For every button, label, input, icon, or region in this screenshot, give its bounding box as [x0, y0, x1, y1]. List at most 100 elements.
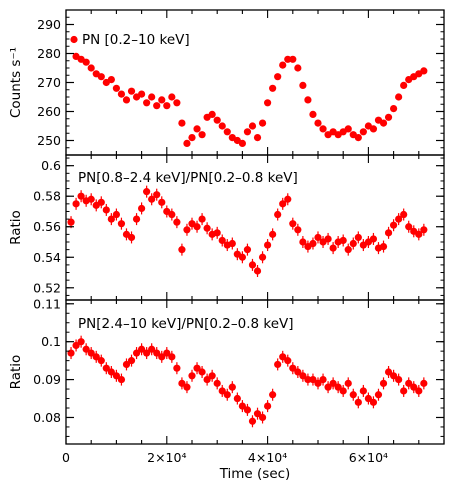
hard-ratio-data-point	[410, 383, 418, 391]
hard-ratio-data-point	[72, 341, 80, 350]
rate-data-point	[319, 125, 327, 133]
soft-ratio-data-point	[193, 223, 201, 231]
hard-ratio-data-point	[178, 379, 186, 387]
soft-ratio-data-point	[148, 195, 156, 203]
hard-ratio-data-point	[349, 391, 357, 399]
hard-ratio-data-point	[158, 353, 166, 361]
y-tick-label: 0.1	[41, 334, 61, 349]
hard-ratio-data-point	[319, 375, 327, 384]
hard-ratio-data-point	[213, 379, 221, 387]
soft-ratio-data-point	[158, 198, 166, 206]
soft-ratio-data-point	[349, 239, 357, 248]
hard-ratio-data-point	[324, 383, 332, 391]
soft-ratio-data-point	[198, 215, 206, 223]
hard-ratio-data-point	[112, 372, 120, 380]
y-tick-label: 280	[37, 46, 61, 61]
rate-data-point	[213, 116, 221, 124]
rate-data-point	[223, 128, 231, 136]
rate-data-point	[163, 102, 171, 110]
hard-ratio-data-point	[163, 349, 171, 357]
hard-ratio-data-point	[107, 368, 115, 376]
soft-ratio-data-point	[173, 218, 181, 226]
y-tick-label: 290	[37, 17, 61, 32]
rate-data-point	[82, 58, 90, 66]
hard-ratio-data-point	[379, 379, 388, 387]
soft-ratio-data-point	[274, 210, 282, 219]
soft-ratio-data-point	[264, 241, 272, 249]
rate-data-point	[400, 81, 408, 89]
rate-data-point	[299, 81, 307, 89]
soft-ratio-data-point	[339, 236, 347, 245]
soft-ratio-data-point	[284, 195, 292, 203]
soft-ratio-data-point	[132, 215, 141, 223]
soft-ratio-data-point	[178, 246, 186, 254]
rate-data-point	[188, 134, 196, 142]
rate-data-point	[420, 67, 428, 75]
rate-data-point	[258, 119, 267, 127]
y-tick-label: 0.58	[33, 189, 61, 204]
hard-ratio-data-point	[223, 391, 231, 399]
rate-data-point	[395, 93, 403, 101]
rate-data-point	[87, 64, 95, 72]
hard-ratio-data-point	[420, 379, 428, 387]
soft-ratio-data-point	[183, 226, 191, 234]
hard-ratio-data-point	[359, 387, 367, 395]
rate-data-point	[138, 90, 146, 98]
hard-ratio-data-point	[264, 402, 272, 410]
soft-ratio-data-point	[228, 239, 236, 248]
hard-ratio-data-point	[274, 360, 282, 369]
soft-ratio-data-point	[324, 235, 332, 243]
soft-ratio-data-point	[420, 226, 428, 234]
rate-data-point	[238, 139, 246, 147]
hard-ratio-data-point	[77, 338, 85, 346]
hard-ratio-data-point	[188, 372, 196, 380]
hard-ratio-data-point	[143, 349, 151, 357]
hard-ratio-data-point	[329, 379, 337, 387]
soft-ratio-data-point	[253, 267, 262, 275]
soft-ratio-data-point	[329, 244, 337, 252]
hard-ratio-data-point	[153, 349, 161, 357]
text-layer: 250 260 270 280 290 Counts s⁻¹ PN [0.2–10 keV]…	[8, 17, 388, 482]
soft-ratio-data-point	[168, 210, 176, 219]
hard-ratio-data-point	[97, 357, 105, 365]
soft-ratio-data-point	[379, 242, 388, 251]
soft-ratio-data-point	[258, 253, 267, 261]
hard-ratio-data-point	[117, 375, 126, 384]
hard-ratio-data-point	[253, 410, 262, 418]
soft-ratio-data-point	[344, 246, 352, 254]
hard-ratio-data-point	[233, 394, 241, 403]
hard-ratio-data-point	[243, 406, 252, 414]
hard-ratio-data-point	[279, 353, 287, 361]
x-tick-label: 6×10⁴	[349, 450, 388, 465]
soft-ratio-data-point	[415, 230, 423, 238]
hard-ratio-data-point	[405, 379, 413, 387]
rate-data-point	[314, 119, 322, 127]
y-tick-label: 0.52	[33, 280, 61, 295]
rate-data-point	[168, 93, 176, 101]
hard-ratio-data-point	[395, 375, 403, 384]
hard-ratio-data-point	[67, 349, 75, 357]
y-tick-label: 0.09	[33, 372, 61, 387]
hard-ratio-data-point	[334, 383, 342, 391]
rate-data-point	[309, 110, 317, 118]
hard-ratio-data-point	[92, 353, 100, 361]
rate-data-point	[148, 93, 156, 101]
rate-data-point	[183, 139, 191, 147]
hard-ratio-data-point	[228, 383, 236, 391]
soft-ratio-data-point	[314, 233, 322, 242]
rate-data-point	[384, 113, 393, 121]
x-axis-title: Time (sec)	[219, 466, 291, 482]
y-tick-label: 250	[37, 133, 61, 148]
rate-data-point	[274, 73, 282, 81]
hard-ratio-data-point	[218, 387, 226, 395]
y-axis-title: Ratio	[8, 355, 24, 390]
panel-frame	[65, 299, 445, 445]
soft-ratio-data-point	[112, 210, 120, 219]
rate-data-point	[379, 119, 388, 127]
y-axis-title: Ratio	[8, 210, 24, 245]
y-tick-label: 260	[37, 104, 61, 119]
legend-marker	[70, 35, 78, 44]
rate-data-point	[107, 76, 115, 84]
soft-ratio-data-point	[218, 236, 226, 245]
